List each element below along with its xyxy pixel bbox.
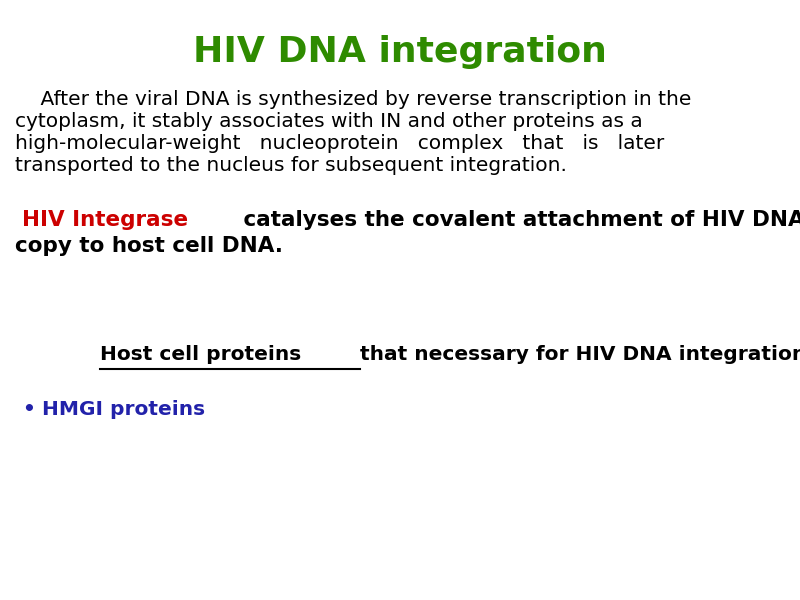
Text: catalyses the covalent attachment of HIV DNA: catalyses the covalent attachment of HIV… — [236, 210, 800, 230]
Text: that necessary for HIV DNA integration:: that necessary for HIV DNA integration: — [360, 345, 800, 364]
Text: After the viral DNA is synthesized by reverse transcription in the: After the viral DNA is synthesized by re… — [15, 90, 691, 109]
Text: cytoplasm, it stably associates with IN and other proteins as a: cytoplasm, it stably associates with IN … — [15, 112, 642, 131]
Text: copy to host cell DNA.: copy to host cell DNA. — [15, 236, 283, 256]
Text: Host cell proteins: Host cell proteins — [100, 345, 302, 364]
Text: HMGI proteins: HMGI proteins — [42, 400, 205, 419]
Text: HIV Integrase: HIV Integrase — [22, 210, 188, 230]
Text: high-molecular-weight   nucleoprotein   complex   that   is   later: high-molecular-weight nucleoprotein comp… — [15, 134, 664, 153]
Text: HIV DNA integration: HIV DNA integration — [193, 35, 607, 69]
Text: transported to the nucleus for subsequent integration.: transported to the nucleus for subsequen… — [15, 156, 567, 175]
Text: •: • — [22, 400, 35, 419]
